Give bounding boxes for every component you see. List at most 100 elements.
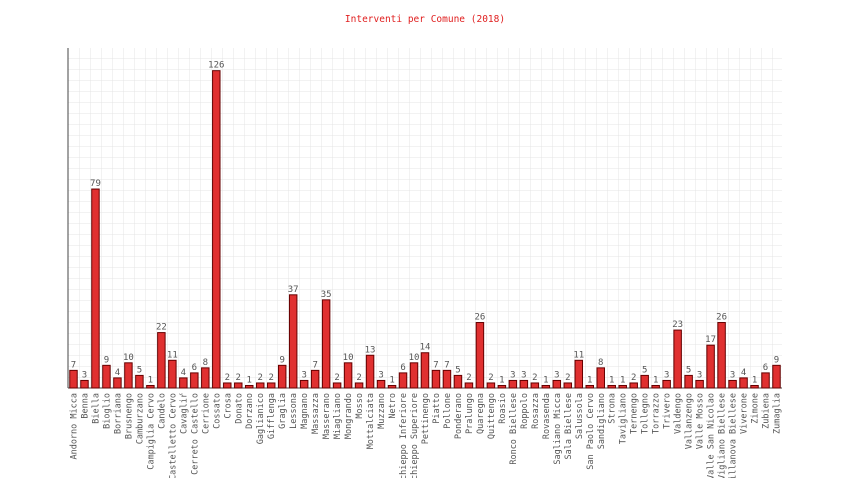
value-label: 1 — [389, 375, 394, 385]
bar — [662, 379, 671, 389]
value-label: 7 — [433, 360, 438, 370]
value-label: 5 — [455, 365, 460, 375]
bar — [179, 377, 188, 389]
value-label: 8 — [598, 358, 603, 368]
x-tick-label: Zimone — [751, 393, 761, 424]
value-label: 11 — [573, 350, 584, 360]
value-label: 26 — [475, 313, 486, 323]
x-tick-label: Benna — [80, 393, 90, 419]
x-tick-label: Sandigliano — [597, 393, 607, 449]
x-tick-label: Gaglianico — [256, 393, 266, 444]
bar — [376, 379, 386, 389]
bar — [201, 367, 210, 389]
bar — [596, 367, 605, 389]
bar — [464, 382, 474, 389]
x-tick-label: Pollone — [443, 393, 453, 429]
bar — [409, 362, 419, 389]
bar — [190, 372, 199, 389]
bar — [321, 299, 331, 389]
value-label: 3 — [82, 370, 87, 380]
bar — [629, 382, 638, 389]
x-tick-label: Lessona — [289, 393, 299, 429]
x-tick-label: Dorzano — [245, 393, 255, 429]
x-tick-label: Graglia — [278, 393, 288, 429]
value-label: 1 — [148, 375, 153, 385]
x-tick-label: Strona — [608, 393, 618, 424]
x-tick-label: Quittengo — [487, 393, 497, 439]
chart-title: Interventi per Comune (2018) — [345, 14, 505, 25]
x-tick-label: Crosa — [223, 393, 233, 419]
x-tick-label: Zubiena — [762, 393, 772, 429]
bar — [245, 384, 254, 389]
x-tick-label: Valle Mosso — [696, 393, 706, 449]
x-tick-label: Cossato — [212, 393, 222, 429]
value-label: 1 — [620, 375, 625, 385]
bar — [420, 352, 430, 389]
value-label: 9 — [279, 355, 284, 365]
bar — [651, 384, 660, 389]
value-label: 35 — [321, 290, 332, 300]
x-tick-label: Andorno Micca — [69, 393, 79, 460]
value-label: 10 — [123, 353, 134, 363]
bar — [310, 369, 320, 389]
bar — [223, 382, 232, 389]
bar — [332, 382, 342, 389]
bar — [255, 382, 265, 389]
x-tick-label: Muzzano — [377, 393, 387, 429]
x-tick-label: Bioglio — [102, 393, 112, 429]
value-label: 2 — [488, 373, 493, 383]
bar — [552, 379, 562, 389]
bar — [640, 374, 649, 389]
value-label: 3 — [664, 370, 669, 380]
value-label: 5 — [642, 365, 647, 375]
value-label: 2 — [565, 373, 570, 383]
x-tick-label: Tollegno — [641, 393, 651, 434]
bar — [146, 384, 155, 389]
bar — [365, 354, 375, 389]
x-tick-label: Zumaglia — [773, 393, 783, 434]
value-label: 2 — [269, 373, 274, 383]
value-label: 1 — [752, 375, 757, 385]
bar — [277, 364, 287, 389]
x-tick-label: San Paolo Cervo — [586, 393, 596, 470]
bar — [266, 382, 276, 389]
x-tick-label: Quaregna — [476, 393, 486, 434]
value-label: 17 — [705, 335, 716, 345]
value-label: 6 — [400, 363, 405, 373]
bar — [80, 379, 89, 389]
bar — [124, 362, 133, 389]
bar — [102, 364, 111, 389]
x-tick-label: Piatto — [432, 393, 442, 424]
x-tick-label: Vigliano Biellese — [718, 393, 728, 478]
value-label: 1 — [609, 375, 614, 385]
value-label: 11 — [167, 350, 178, 360]
x-tick-label: Masserano — [322, 393, 332, 439]
bar — [91, 188, 100, 389]
bar — [519, 379, 529, 389]
x-tick-label: Ponderano — [454, 393, 464, 439]
value-label: 4 — [115, 368, 120, 378]
bar — [168, 359, 177, 389]
x-tick-label: Gifflenga — [267, 393, 277, 439]
bar — [728, 379, 737, 389]
bar — [69, 369, 78, 389]
x-tick-label: Mongrando — [344, 393, 354, 439]
value-label: 4 — [741, 368, 746, 378]
x-tick-label: Ternengo — [630, 393, 640, 434]
x-tick-label: Netro — [388, 393, 398, 419]
value-label: 14 — [420, 343, 431, 353]
x-tick-label: Valdengo — [674, 393, 684, 434]
value-label: 2 — [236, 373, 241, 383]
x-tick-label: Roasio — [498, 393, 508, 424]
value-label: 3 — [697, 370, 702, 380]
value-label: 3 — [554, 370, 559, 380]
value-label: 2 — [532, 373, 537, 383]
value-label: 9 — [104, 355, 109, 365]
value-label: 1 — [587, 375, 592, 385]
bar — [299, 379, 309, 389]
value-label: 8 — [203, 358, 208, 368]
x-tick-label: Borriana — [113, 393, 123, 434]
bar — [453, 374, 463, 389]
value-label: 37 — [288, 285, 299, 295]
